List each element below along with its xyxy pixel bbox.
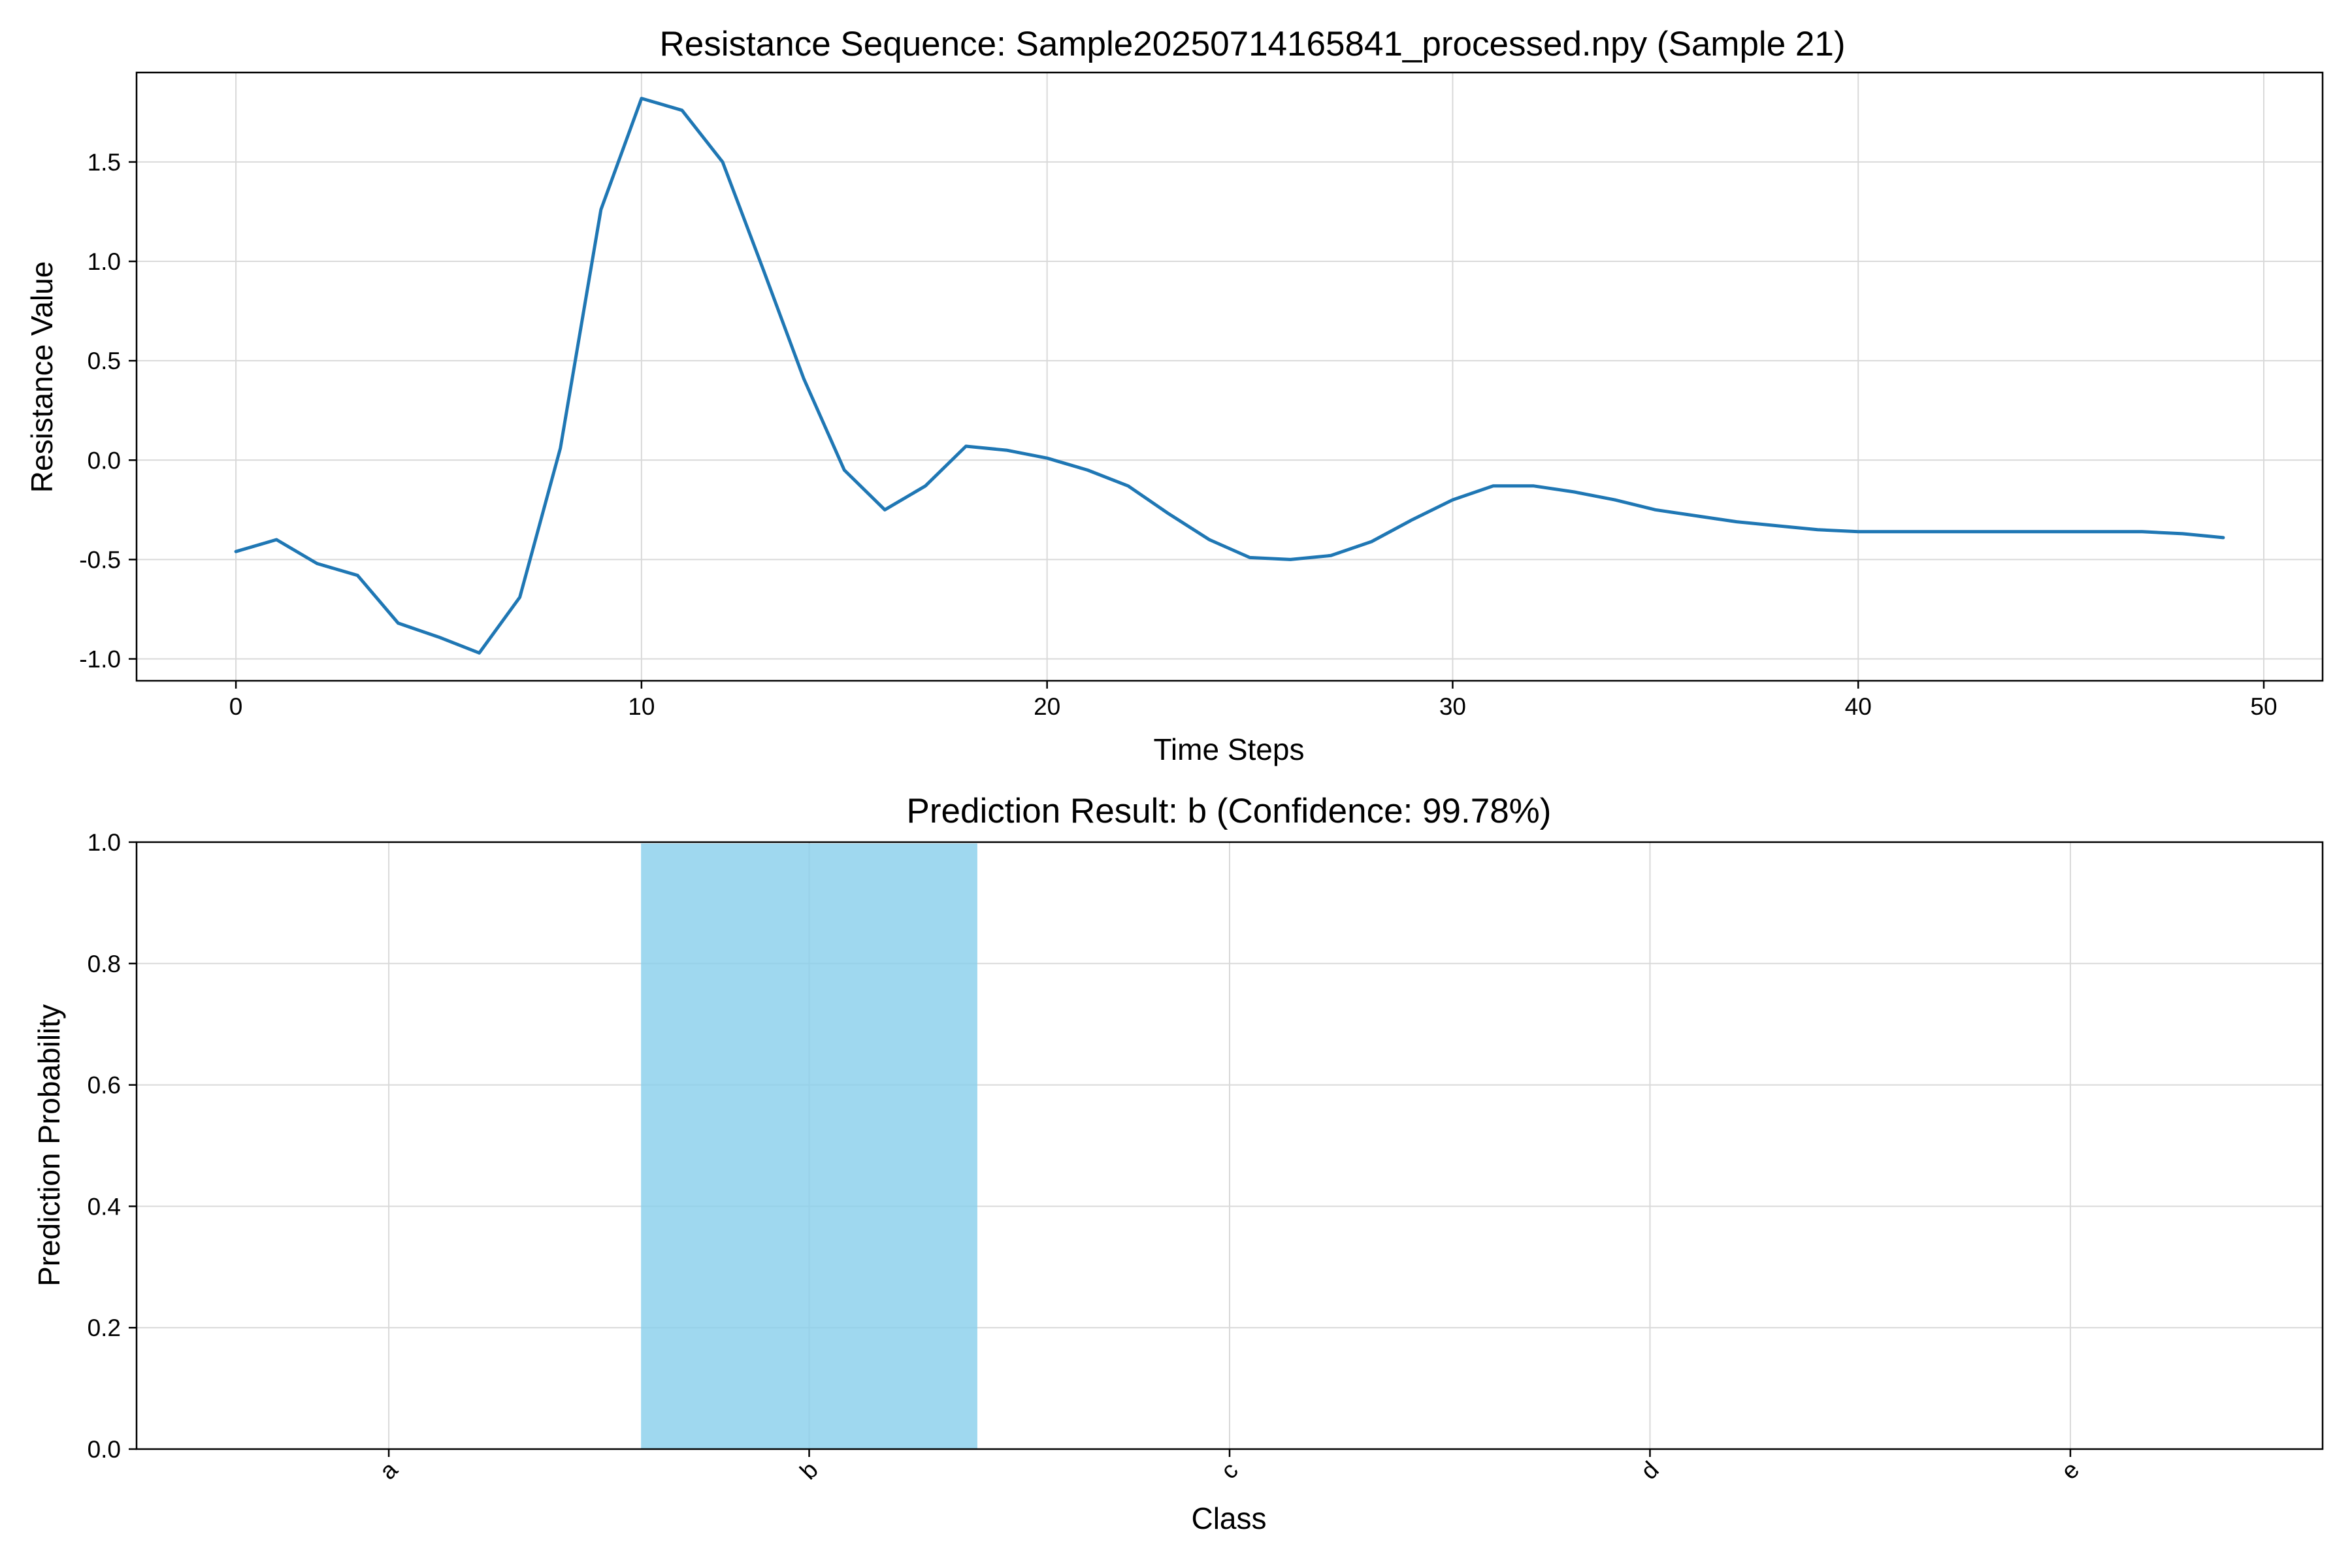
line-chart-y-tick-label: -1.0 — [79, 646, 121, 673]
resistance-line-chart: Resistance Sequence: Sample2025071416584… — [25, 25, 2324, 766]
bar-b — [641, 843, 977, 1449]
line-chart-x-tick-label: 40 — [1845, 693, 1872, 720]
line-chart-x-tick-label: 0 — [229, 693, 243, 720]
bar-chart-y-tick-label: 0.0 — [88, 1436, 121, 1463]
line-chart-y-tick-label: 0.5 — [88, 348, 121, 374]
bar-chart-y-tick-label: 0.8 — [88, 951, 121, 977]
bar-chart-y-ticks: 0.0 0.2 0.4 0.6 0.8 1.0 — [88, 829, 137, 1463]
bar-chart-bars — [641, 843, 977, 1449]
line-chart-y-tick-label: 1.5 — [88, 149, 121, 176]
bar-chart-y-tick-label: 1.0 — [88, 829, 121, 856]
line-chart-x-axis-label: Time Steps — [1154, 732, 1305, 766]
line-chart-x-tick-label: 30 — [1439, 693, 1466, 720]
line-chart-frame — [135, 71, 2324, 682]
bar-chart-title: Prediction Result: b (Confidence: 99.78%… — [907, 792, 1552, 830]
bar-chart-y-axis-label: Prediction Probability — [32, 1004, 66, 1286]
line-chart-y-tick-label: -0.5 — [79, 546, 121, 573]
line-chart-grid — [137, 73, 2323, 681]
line-chart-series — [234, 97, 2225, 655]
line-chart-x-tick-label: 20 — [1034, 693, 1060, 720]
line-chart-x-tick-label: 10 — [628, 693, 655, 720]
bar-chart-y-tick-label: 0.2 — [88, 1315, 121, 1341]
resistance-series-line — [234, 97, 2225, 655]
bar-chart-y-tick-label: 0.4 — [88, 1193, 121, 1220]
line-chart-x-tick-label: 50 — [2250, 693, 2277, 720]
line-chart-y-tick-label: 1.0 — [88, 248, 121, 275]
line-chart-y-axis-label: Resistance Value — [25, 261, 59, 493]
bar-chart-x-axis-label: Class — [1191, 1501, 1266, 1535]
line-chart-y-tick-label: 0.0 — [88, 447, 121, 474]
line-chart-y-ticks: -1.0 -0.5 0.0 0.5 1.0 1.5 — [79, 149, 137, 673]
line-chart-x-ticks: 0 10 20 30 40 50 — [229, 681, 2278, 720]
prediction-bar-chart: Prediction Result: b (Confidence: 99.78%… — [32, 792, 2324, 1535]
bar-chart-y-tick-label: 0.6 — [88, 1072, 121, 1099]
line-chart-title: Resistance Sequence: Sample2025071416584… — [659, 25, 1845, 63]
